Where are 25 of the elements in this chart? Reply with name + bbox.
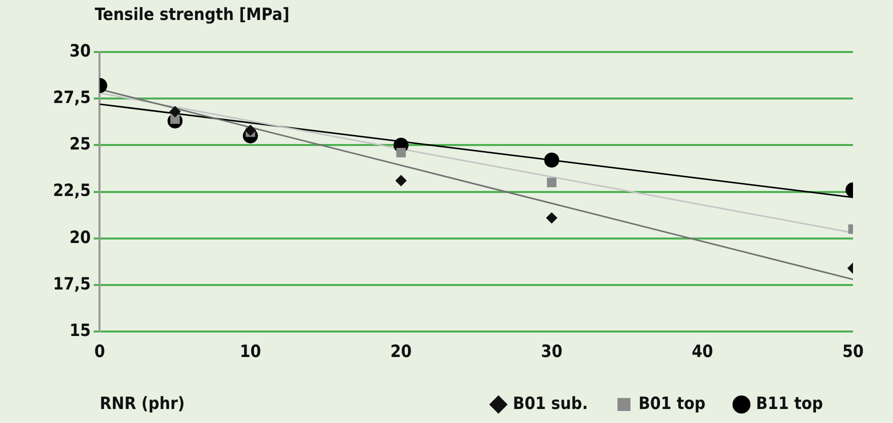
x-tick-label: 40	[692, 342, 713, 362]
x-tick-label: 30	[541, 342, 562, 362]
y-tick-label: 22,5	[52, 181, 91, 202]
point	[544, 152, 560, 168]
y-tick-label: 20	[69, 228, 91, 248]
x-tick-label: 20	[390, 342, 412, 362]
point	[170, 106, 181, 118]
y-axis-title: Tensile strength [MPa]	[94, 5, 290, 25]
y-tick-label: 27,5	[52, 88, 91, 108]
y-tick-label: 15	[69, 321, 91, 342]
point	[546, 178, 556, 188]
x-axis-title: RNR (phr)	[100, 394, 185, 414]
point	[546, 212, 558, 224]
x-tick-label: 0	[94, 342, 106, 362]
y-tick-label: 25	[69, 134, 91, 155]
legend-label: B11 top	[756, 394, 824, 414]
x-tick-label: 10	[240, 342, 262, 362]
y-tick-label: 17,5	[52, 274, 91, 294]
point	[244, 124, 256, 136]
y-tick-label: 30	[69, 41, 91, 62]
legend-label: B01 top	[638, 394, 706, 414]
point	[396, 175, 407, 186]
x-tick-label: 50	[842, 342, 864, 362]
legend-label: B01 sub.	[512, 394, 588, 414]
point	[396, 148, 406, 158]
